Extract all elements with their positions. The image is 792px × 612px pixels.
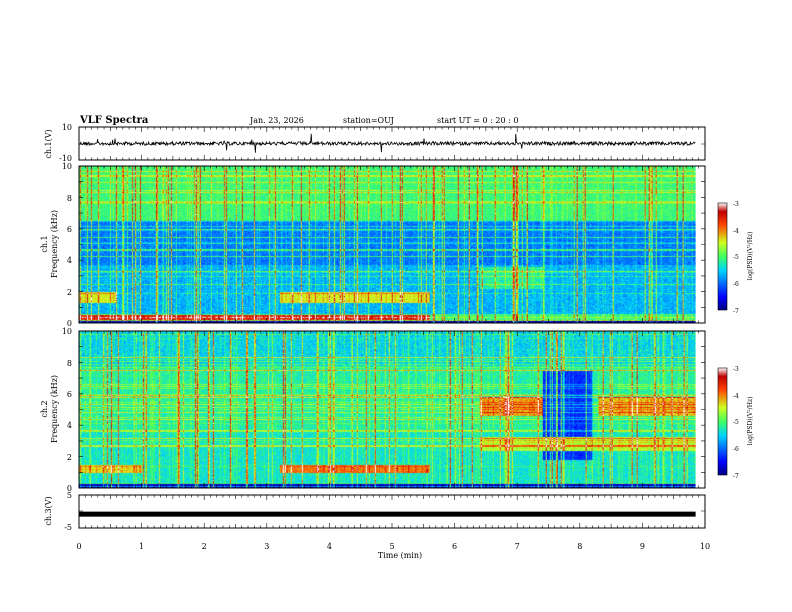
- chart-start-time: start UT = 0 : 20 : 0: [437, 116, 518, 125]
- ch1-cbar-tick-6: -6: [733, 281, 739, 288]
- ch1-frequency-label: Frequency (kHz): [50, 210, 59, 278]
- xtick-1: 1: [139, 542, 144, 551]
- ch3-waveform-ylabel: ch.3(V): [44, 496, 53, 525]
- xtick-7: 7: [515, 542, 520, 551]
- ch1-waveform-ylabel: ch.1(V): [44, 129, 53, 158]
- ch1-ytick-8: 8: [67, 194, 72, 203]
- ch1-cbar-tick-5: -5: [733, 254, 739, 261]
- ch1-cbar-tick-7: -7: [733, 308, 739, 315]
- ch2-cbar-tick-7: -7: [733, 473, 739, 480]
- spec2-ticks-marks: [78, 330, 706, 489]
- ch3-ytick-neg5: -5: [64, 523, 72, 532]
- ch1-cbar-label: log(PSD)(V²/Hz): [747, 232, 754, 281]
- ch1-ytick-2: 2: [67, 288, 72, 297]
- x-axis-label: Time (min): [378, 551, 422, 560]
- ch2-ytick-6: 6: [67, 390, 72, 399]
- ch1-ytick-10k: 10: [62, 162, 72, 171]
- xtick-0: 0: [76, 542, 81, 551]
- xtick-8: 8: [577, 542, 582, 551]
- ch1-cbar-tick-3: -3: [733, 201, 739, 208]
- xtick-5: 5: [389, 542, 394, 551]
- wave3-ticks-marks: [78, 495, 706, 528]
- ch1-channel-label: ch.1: [40, 235, 49, 252]
- ch1-colorbar: [717, 202, 728, 311]
- ch3-waveform-trace: [79, 511, 696, 517]
- ch2-colorbar: [717, 367, 728, 476]
- ch1-waveform-trace: [78, 133, 696, 153]
- ch1-waveform-ticks: [78, 127, 706, 160]
- chart-station: station=OUJ: [343, 116, 394, 125]
- ch2-cbar-label: log(PSD)(V²/Hz): [747, 397, 754, 446]
- ch1-waveform-panel: 10 -10 ch.1(V): [44, 123, 706, 163]
- ch1-ytick-0: 0: [67, 319, 72, 328]
- ch3-ytick-5: 5: [67, 491, 72, 500]
- ch2-ytick-4: 4: [67, 421, 72, 430]
- ch2-ytick-8: 8: [67, 359, 72, 368]
- ch3-waveform-panel: 5 -5 ch.3(V): [44, 491, 706, 532]
- chart-date: Jan. 23, 2026: [249, 116, 304, 125]
- ch3-waveform-ticks: [78, 495, 706, 528]
- ch1-ytick-4: 4: [67, 256, 72, 265]
- ch1-ytick-10: 10: [62, 123, 72, 132]
- ch2-cbar-tick-6: -6: [733, 446, 739, 453]
- ch3-waveform-frame: [78, 494, 706, 529]
- wave1-ticks-marks: [78, 127, 706, 160]
- ch1-spectrogram-panel: 0 2 4 6 8 10 ch.1 Frequency (kHz) -3 -4 …: [40, 162, 754, 328]
- ch2-spectrogram-panel: 0 2 4 6 8 10 ch.2 Frequency (kHz) -3 -4 …: [40, 327, 754, 493]
- xtick-6: 6: [452, 542, 457, 551]
- ch2-cbar-tick-4: -4: [733, 393, 739, 400]
- ch1-spectrogram-image: [79, 166, 696, 323]
- ch2-spectrogram-ticks: [78, 330, 706, 489]
- xtick-10: 10: [700, 542, 710, 551]
- ch2-cbar-tick-5: -5: [733, 419, 739, 426]
- ch1-cbar-tick-4: -4: [733, 228, 739, 235]
- ch2-spectrogram-image: [79, 331, 696, 488]
- ch1-ytick-6: 6: [67, 225, 72, 234]
- ch2-frequency-label: Frequency (kHz): [50, 375, 59, 443]
- ch2-ytick-2: 2: [67, 453, 72, 462]
- ch1-ytick-neg10: -10: [59, 154, 72, 163]
- xtick-9: 9: [640, 542, 645, 551]
- xtick-2: 2: [202, 542, 207, 551]
- x-axis: 0 1 2 3 4 5 6 7 8 9 10 Time (min): [76, 542, 710, 560]
- ch2-ytick-10k: 10: [62, 327, 72, 336]
- chart-title: VLF Spectra: [79, 115, 149, 126]
- xtick-4: 4: [327, 542, 332, 551]
- xtick-3: 3: [264, 542, 269, 551]
- spec1-ticks-marks: [78, 165, 706, 324]
- ch2-cbar-tick-3: -3: [733, 366, 739, 373]
- ch2-ytick-0: 0: [67, 484, 72, 493]
- ch1-spectrogram-ticks: [78, 165, 706, 324]
- ch2-channel-label: ch.2: [40, 400, 49, 417]
